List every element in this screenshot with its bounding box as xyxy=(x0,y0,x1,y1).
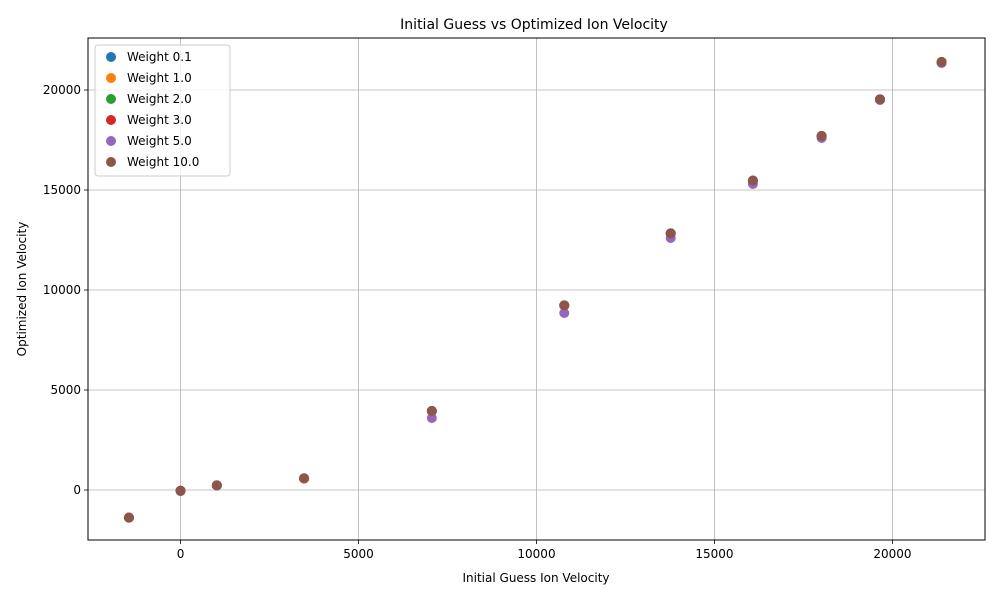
legend-label: Weight 0.1 xyxy=(127,50,192,64)
y-tick-label: 15000 xyxy=(43,183,81,197)
y-tick-label: 10000 xyxy=(43,283,81,297)
grid xyxy=(88,38,985,540)
x-tick-label: 15000 xyxy=(695,547,733,561)
x-tick-label: 20000 xyxy=(873,547,911,561)
data-point xyxy=(874,94,885,105)
data-point xyxy=(426,413,437,423)
legend: Weight 0.1 Weight 1.0 Weight 2.0 Weight 3.0… xyxy=(94,44,231,177)
data-point xyxy=(665,228,676,239)
y-tick-label: 5000 xyxy=(50,383,81,397)
legend-label: Weight 3.0 xyxy=(127,113,192,127)
data-point xyxy=(123,512,134,523)
legend-box xyxy=(94,44,231,177)
legend-marker xyxy=(106,52,116,62)
y-tick-label: 0 xyxy=(73,483,81,497)
chart-title: Initial Guess vs Optimized Ion Velocity xyxy=(400,17,668,33)
data-point xyxy=(299,473,310,484)
axis-ticks: 0 5000 10000 15000 20000 0 5000 10000 15000 20000 xyxy=(43,83,912,561)
data-point xyxy=(559,308,570,318)
legend-label: Weight 10.0 xyxy=(127,155,199,169)
legend-marker xyxy=(106,94,116,104)
x-tick-label: 5000 xyxy=(343,547,374,561)
legend-label: Weight 5.0 xyxy=(127,134,192,148)
data-point xyxy=(747,175,758,186)
data-point xyxy=(175,485,186,496)
legend-marker xyxy=(106,73,116,83)
legend-label: Weight 2.0 xyxy=(127,92,192,106)
data-point xyxy=(426,406,437,416)
data-point xyxy=(559,300,570,311)
legend-label: Weight 1.0 xyxy=(127,71,192,85)
x-tick-label: 0 xyxy=(177,547,185,561)
data-point xyxy=(936,57,947,67)
data-points xyxy=(123,57,947,523)
data-point xyxy=(816,131,827,141)
plot-frame xyxy=(87,37,986,541)
y-tick-label: 20000 xyxy=(43,83,81,97)
x-tick-label: 10000 xyxy=(517,547,555,561)
y-axis-label: Optimized Ion Velocity xyxy=(15,222,29,357)
legend-marker xyxy=(106,115,116,125)
data-point xyxy=(211,480,222,491)
legend-marker xyxy=(106,157,116,167)
x-axis-label: Initial Guess Ion Velocity xyxy=(463,571,610,585)
legend-marker xyxy=(106,136,116,146)
